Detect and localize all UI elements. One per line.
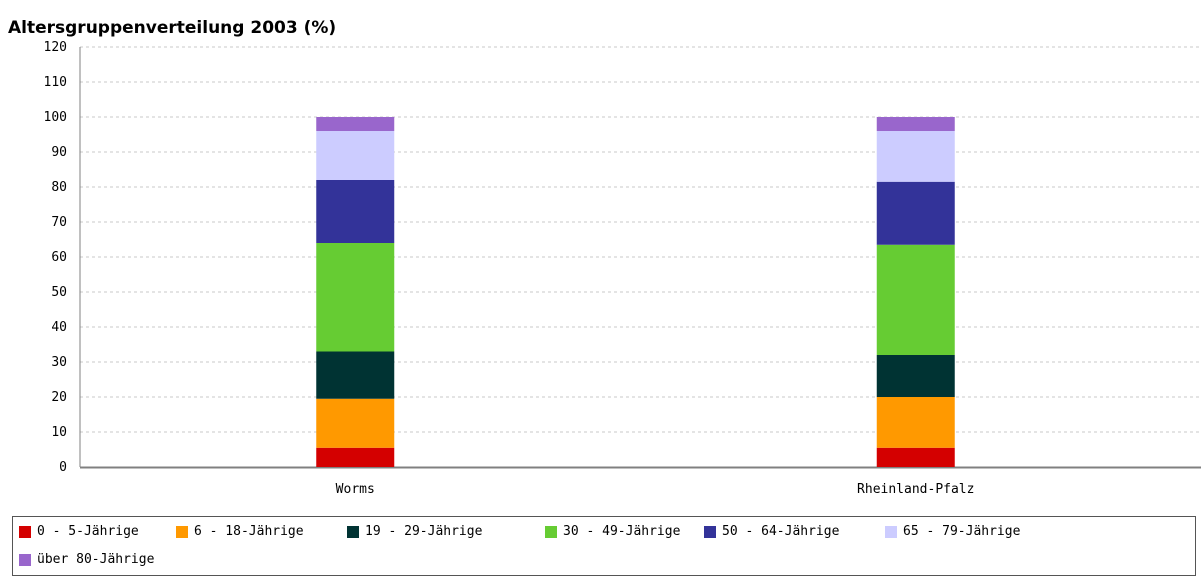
legend-label: 65 - 79-Jährige bbox=[903, 524, 1021, 539]
legend-label: 30 - 49-Jährige bbox=[563, 524, 681, 539]
legend-swatch bbox=[19, 553, 31, 566]
legend-swatch bbox=[19, 525, 31, 538]
bar-segment-worms-0 bbox=[316, 447, 395, 467]
y-tick-label: 10 bbox=[51, 425, 67, 440]
y-tick-label: 80 bbox=[51, 180, 67, 195]
legend-item: 50 - 64-Jährige bbox=[704, 524, 839, 539]
legend-item: 30 - 49-Jährige bbox=[545, 524, 680, 539]
bar-segment-rheinland-pfalz-1 bbox=[876, 397, 955, 448]
bar-segment-rheinland-pfalz-4 bbox=[876, 181, 955, 245]
legend-item: über 80-Jährige bbox=[19, 552, 154, 567]
bar-segment-rheinland-pfalz-0 bbox=[876, 447, 955, 467]
y-tick-label: 120 bbox=[44, 40, 67, 55]
bar-segment-worms-4 bbox=[316, 180, 395, 243]
y-tick-label: 90 bbox=[51, 145, 67, 160]
legend-swatch bbox=[347, 525, 359, 538]
bar-segment-worms-5 bbox=[316, 131, 395, 180]
x-category-label: Worms bbox=[336, 482, 375, 497]
legend-swatch bbox=[885, 525, 897, 538]
legend-label: 0 - 5-Jährige bbox=[37, 524, 139, 539]
bar-segment-worms-3 bbox=[316, 243, 395, 352]
legend-item: 65 - 79-Jährige bbox=[885, 524, 1020, 539]
legend-item: 6 - 18-Jährige bbox=[176, 524, 304, 539]
legend-item: 0 - 5-Jährige bbox=[19, 524, 139, 539]
chart-plot: 0 10 20 30 40 50 60 70 80 90 100 110 120 Worms Rheinla… bbox=[44, 40, 1201, 497]
chart-title: Altersgruppenverteilung 2003 (%) bbox=[8, 18, 337, 38]
legend-label: über 80-Jährige bbox=[37, 552, 155, 567]
y-tick-label: 40 bbox=[51, 320, 67, 335]
legend-label: 6 - 18-Jährige bbox=[194, 524, 304, 539]
legend-swatch bbox=[176, 525, 188, 538]
bar-segment-rheinland-pfalz-2 bbox=[876, 355, 955, 397]
legend-item: 19 - 29-Jährige bbox=[347, 524, 482, 539]
bar-segment-rheinland-pfalz-3 bbox=[876, 244, 955, 355]
y-tick-label: 20 bbox=[51, 390, 67, 405]
legend-label: 50 - 64-Jährige bbox=[722, 524, 840, 539]
bar-segment-worms-1 bbox=[316, 398, 395, 448]
bar-segment-worms-6 bbox=[316, 117, 395, 131]
legend-swatch bbox=[545, 525, 557, 538]
y-tick-label: 100 bbox=[44, 110, 67, 125]
y-tick-label: 70 bbox=[51, 215, 67, 230]
y-tick-label: 30 bbox=[51, 355, 67, 370]
bar-segment-rheinland-pfalz-5 bbox=[876, 131, 955, 182]
y-tick-label: 110 bbox=[44, 75, 67, 90]
bar-segment-rheinland-pfalz-6 bbox=[876, 117, 955, 131]
y-tick-label: 0 bbox=[59, 460, 67, 475]
bar-segment-worms-2 bbox=[316, 351, 395, 399]
y-tick-label: 60 bbox=[51, 250, 67, 265]
y-tick-label: 50 bbox=[51, 285, 67, 300]
chart-legend: 0 - 5-Jährige 6 - 18-Jährige 19 - 29-Jähri… bbox=[12, 516, 1196, 576]
x-category-label: Rheinland-Pfalz bbox=[857, 482, 974, 497]
legend-swatch bbox=[704, 525, 716, 538]
legend-label: 19 - 29-Jährige bbox=[365, 524, 483, 539]
